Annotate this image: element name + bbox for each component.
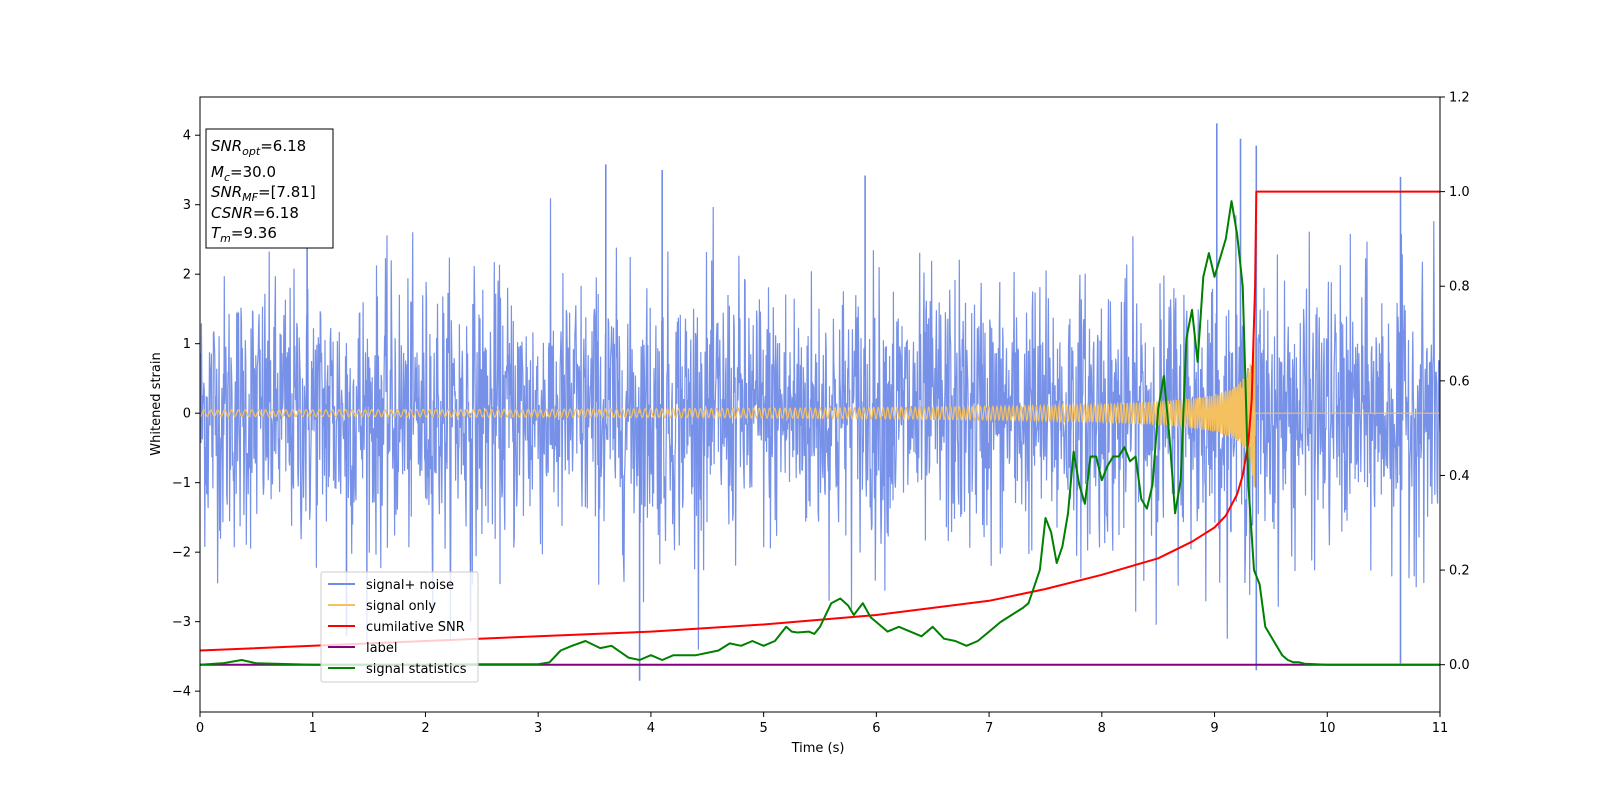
axes-frame	[199, 96, 1441, 713]
y-tick-label: 1	[183, 337, 191, 352]
stats-box-frame	[205, 128, 334, 249]
y-tick-label: −2	[172, 546, 191, 561]
x-tick-label: 10	[1319, 721, 1336, 736]
x-tick-label: 4	[647, 721, 655, 736]
legend-label-signal-statistics: signal statistics	[366, 662, 467, 677]
y2-tick-label: 0.2	[1449, 564, 1470, 579]
stats-tm-value: =9.36	[231, 224, 277, 242]
x-tick-label: 9	[1210, 721, 1218, 736]
y2-tick-label: 0.8	[1449, 280, 1470, 295]
x-tick-label: 0	[196, 721, 204, 736]
x-axis-label: Time (s)	[791, 741, 845, 756]
y-tick-label: −1	[172, 476, 191, 491]
stats-tm: Tm=9.36	[211, 224, 277, 245]
stats-snr-opt: SNRopt=6.18	[211, 137, 306, 158]
signal-only-series	[200, 338, 1440, 487]
stats-snr-opt-value: =6.18	[260, 137, 306, 155]
y2-tick-label: 1.2	[1449, 91, 1470, 106]
legend-item-signal-noise: signal+ noise	[328, 578, 454, 593]
legend-label-signal-noise: signal+ noise	[366, 578, 454, 593]
stats-mc-value: =30.0	[230, 163, 276, 181]
y-axis-ticks: −4 −3 −2 −1 0 1 2 3 4	[172, 129, 200, 700]
stats-box: SNRopt=6.18 Mc=30.0 SNRMF=[7.81] CSNR=6.…	[205, 128, 334, 249]
stats-snr-mf-name: SNR	[211, 183, 242, 201]
legend-label-cumulative-snr: cumilative SNR	[366, 620, 465, 635]
y-axis-label: Whitened strain	[149, 352, 164, 455]
legend-label-signal-only: signal only	[366, 599, 436, 614]
y-tick-label: 4	[183, 129, 191, 144]
stats-mc: Mc=30.0	[211, 163, 276, 184]
legend: signal+ noise signal only cumilative SNR…	[320, 571, 479, 683]
y-tick-label: 0	[183, 407, 191, 422]
stats-csnr: CSNR=6.18	[211, 204, 299, 222]
x-tick-label: 6	[872, 721, 880, 736]
legend-item-cumulative-snr: cumilative SNR	[328, 620, 465, 635]
legend-label-label: label	[366, 641, 397, 656]
stats-csnr-name: CSNR	[211, 204, 253, 222]
y-tick-label: −4	[172, 685, 191, 700]
y2-tick-label: 1.0	[1449, 185, 1470, 200]
y-tick-label: 2	[183, 268, 191, 283]
x-tick-label: 5	[759, 721, 767, 736]
legend-item-signal-statistics: signal statistics	[328, 662, 467, 677]
stats-mc-sub: c	[224, 171, 230, 184]
legend-frame	[320, 571, 479, 683]
y2-tick-label: 0.6	[1449, 374, 1470, 389]
y2-tick-label: 0.0	[1449, 658, 1470, 673]
legend-item-signal-only: signal only	[328, 599, 436, 614]
x-axis-ticks: 0 1 2 3 4 5 6 7 8 9 10 11	[196, 712, 1448, 736]
x-tick-label: 7	[985, 721, 993, 736]
cumulative-snr-series	[200, 190, 1440, 652]
stats-snr-mf-sub: MF	[242, 191, 258, 204]
stats-snr-mf-value: =[7.81]	[258, 183, 316, 201]
stats-tm-sub: m	[220, 232, 231, 245]
cumulative-snr-line	[200, 190, 1440, 652]
signal-noise-series	[200, 123, 1440, 681]
stats-tm-name: T	[211, 224, 222, 242]
x-tick-label: 2	[421, 721, 429, 736]
y-tick-label: 3	[183, 198, 191, 213]
stats-snr-opt-sub: opt	[242, 145, 261, 158]
x-tick-label: 8	[1098, 721, 1106, 736]
y2-tick-label: 0.4	[1449, 469, 1470, 484]
stats-snr-opt-name: SNR	[211, 137, 242, 155]
signal-only-line	[200, 338, 1440, 487]
signal-noise-line	[200, 198, 1440, 650]
x-tick-label: 1	[309, 721, 317, 736]
x-tick-label: 3	[534, 721, 542, 736]
y2-axis-ticks: 0.0 0.2 0.4 0.6 0.8 1.0 1.2	[1440, 91, 1470, 673]
stats-csnr-value: =6.18	[253, 204, 299, 222]
y-tick-label: −3	[172, 615, 191, 630]
signal-statistics-line	[200, 200, 1440, 666]
signal-statistics-series	[200, 200, 1440, 666]
stats-snr-mf: SNRMF=[7.81]	[211, 183, 316, 204]
stats-mc-name: M	[211, 163, 224, 181]
legend-item-label: label	[328, 641, 397, 656]
x-tick-label: 11	[1432, 721, 1449, 736]
